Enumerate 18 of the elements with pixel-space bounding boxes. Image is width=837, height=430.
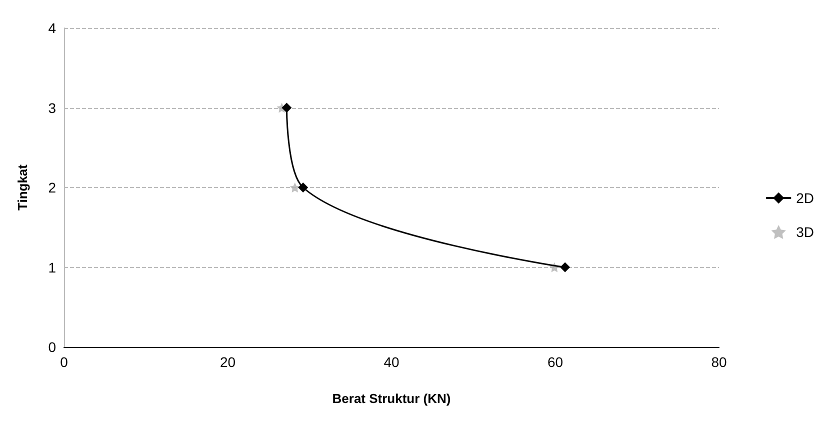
point (298, 182, 308, 192)
y-axis-title: Tingkat (15, 164, 30, 210)
x-tick-label: 0 (60, 354, 68, 370)
x-tick-label: 80 (711, 354, 727, 370)
x-tick-label: 60 (547, 354, 564, 370)
point (560, 262, 570, 272)
y-tick-label: 0 (48, 339, 56, 355)
point (290, 182, 300, 192)
x-tick-label: 40 (384, 354, 400, 370)
x-axis-title: Berat Struktur (KN) (332, 391, 451, 406)
x-tick-label: 20 (220, 354, 236, 370)
y-tick-label: 4 (48, 20, 56, 36)
legend-label: 2D (796, 190, 814, 206)
y-tick-label: 2 (48, 180, 56, 196)
y-tick-label: 1 (48, 259, 56, 276)
legend-label: 3D (796, 224, 814, 240)
point (282, 102, 292, 113)
y-tick-label: 3 (48, 100, 56, 116)
